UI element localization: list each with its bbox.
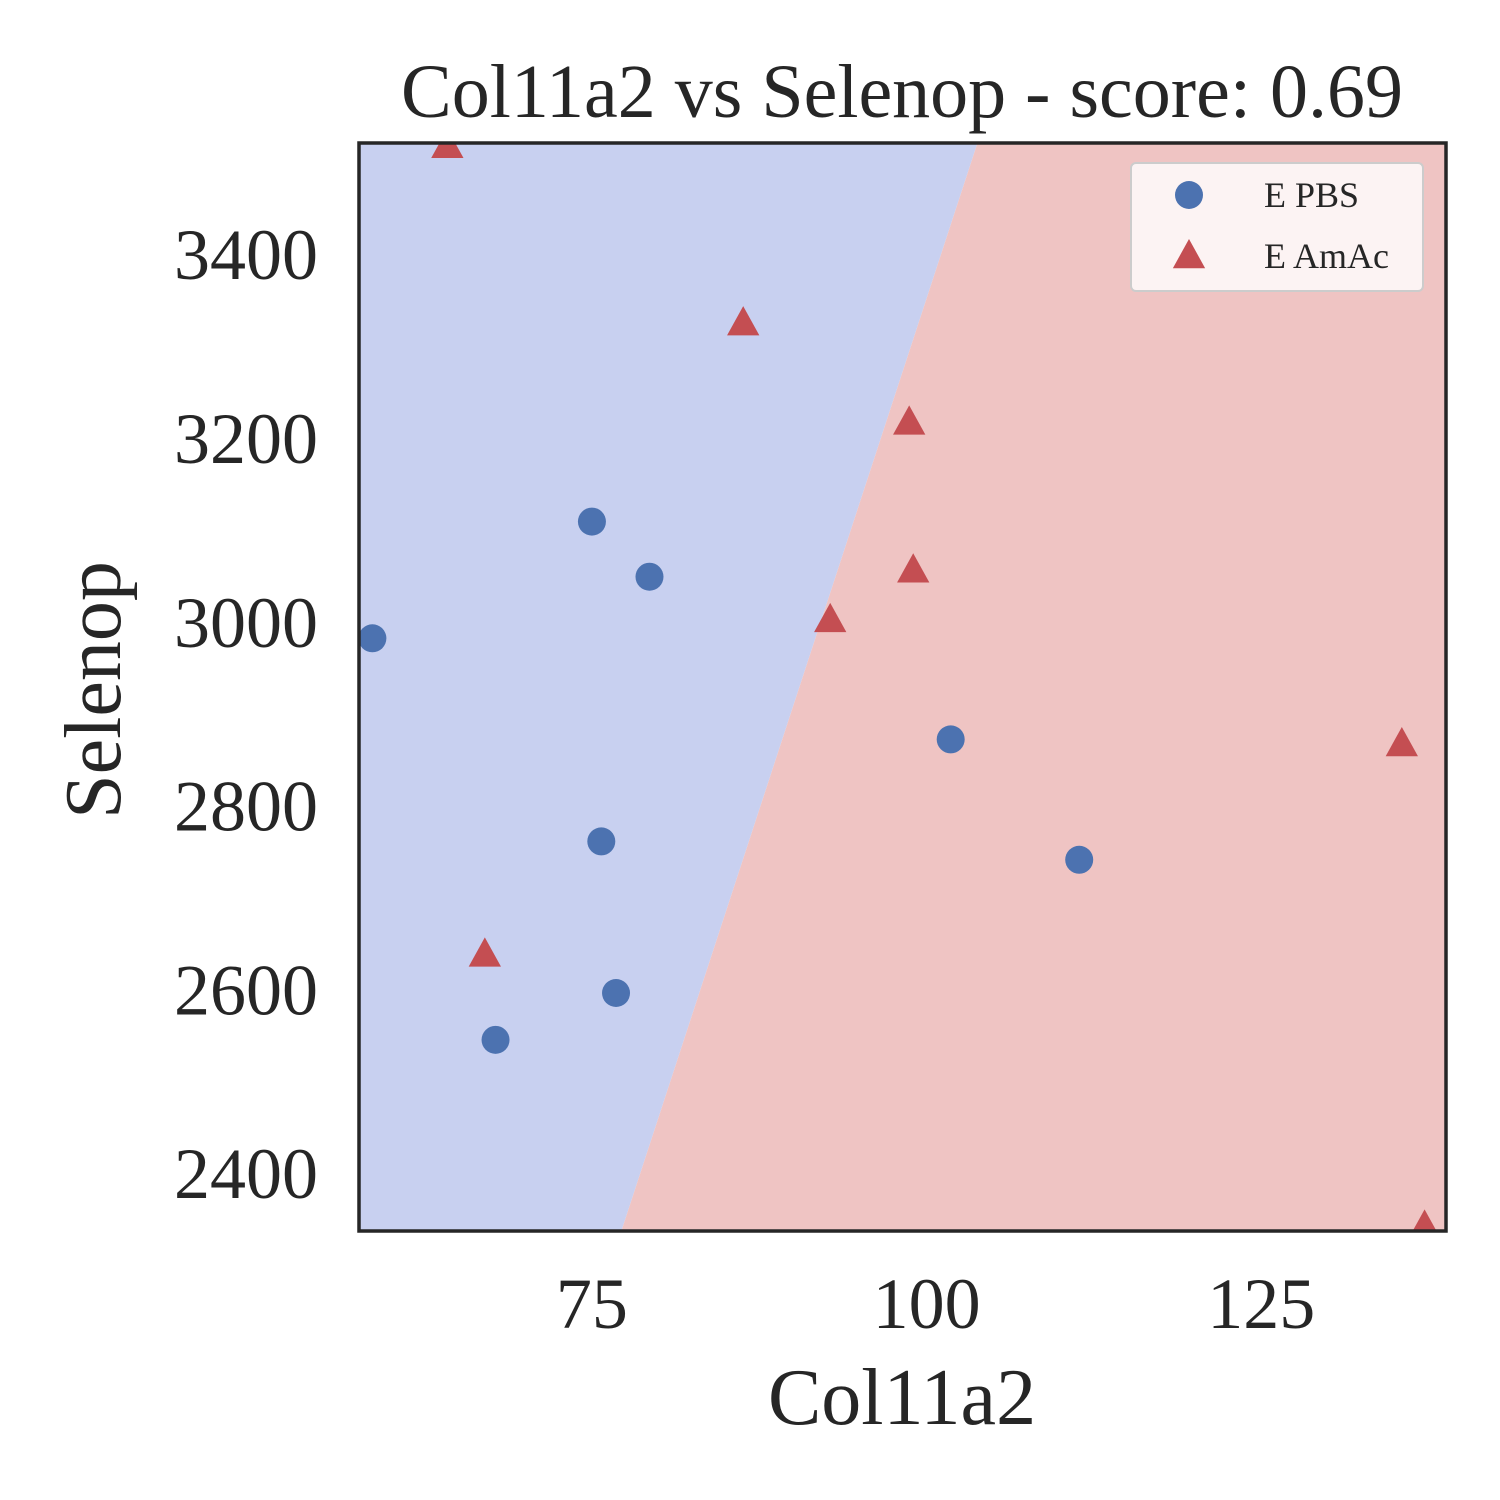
point-e-pbs-0 [359,624,387,653]
point-e-pbs-1 [577,507,606,536]
point-e-pbs-7 [1065,845,1094,874]
x-tick-label-100: 100 [873,1264,981,1344]
legend-box [1130,162,1424,292]
chart-title: Col11a2 vs Selenop - score: 0.69 [401,50,1403,134]
legend-marker-e-amac [1172,239,1206,269]
legend-marker-e-pbs [1175,181,1203,209]
y-tick-label-2800: 2800 [174,767,318,847]
point-e-pbs-6 [936,725,965,754]
point-e-pbs-3 [587,827,616,856]
point-e-amac-2 [893,405,926,435]
point-e-amac-3 [897,553,930,583]
point-e-amac-6 [1385,726,1418,757]
plot-frame [357,141,1448,1233]
y-axis-label: Selenop [50,561,138,819]
x-axis-ticks: 75 100 125 [556,1264,1315,1344]
y-tick-label-3400: 3400 [174,215,318,295]
x-tick-label-125: 125 [1207,1264,1315,1344]
x-axis-label: Col11a2 [768,1354,1036,1442]
point-e-amac-4 [814,602,847,633]
decision-region-e-pbs [359,143,978,1231]
data-points [359,143,1437,1231]
legend-label-e-amac: E AmAc [1264,236,1389,276]
point-e-pbs-5 [481,1025,510,1054]
point-e-pbs-2 [635,562,664,591]
y-axis-ticks: 2400 2600 2800 3000 3200 3400 [174,215,318,1214]
y-tick-label-3200: 3200 [174,399,318,479]
decision-region-e-amac [621,143,1446,1231]
legend: E PBS E AmAc [1130,162,1424,292]
x-tick-label-75: 75 [556,1264,628,1344]
legend-label-e-pbs: E PBS [1264,175,1359,215]
point-e-amac-0 [431,143,464,158]
y-tick-label-3000: 3000 [174,583,318,663]
point-e-amac-1 [727,306,760,336]
point-e-amac-7 [1412,1209,1437,1231]
y-tick-label-2600: 2600 [174,950,318,1030]
point-e-pbs-4 [602,979,631,1007]
point-e-amac-5 [468,937,501,967]
y-tick-label-2400: 2400 [174,1134,318,1214]
